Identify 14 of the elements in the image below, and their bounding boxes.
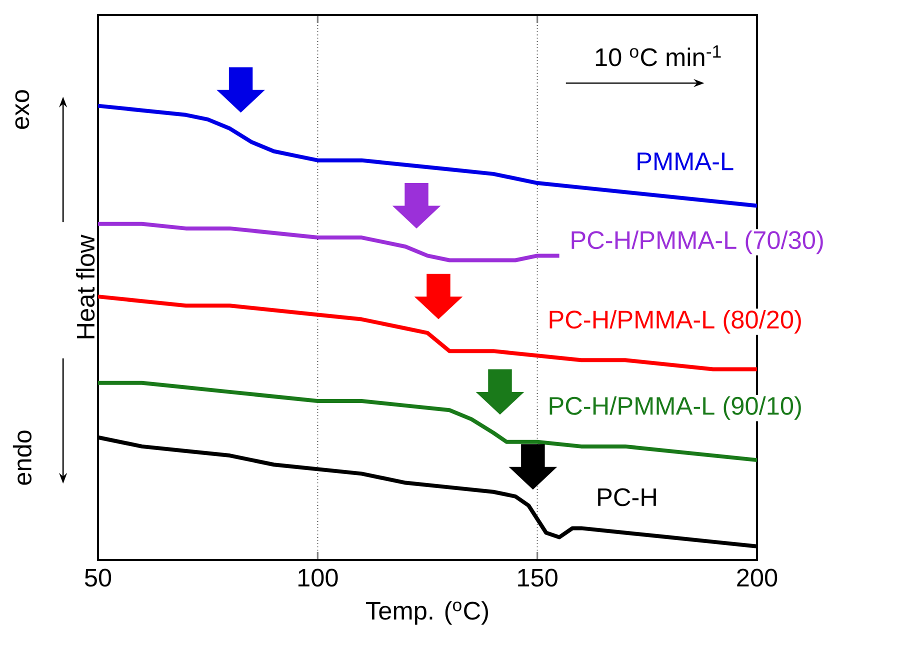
- text: endo: [12, 430, 32, 485]
- series-label: PMMA-L: [638, 152, 734, 170]
- x-tick-label: 150: [518, 568, 558, 587]
- x-tick-label: 50: [84, 568, 112, 587]
- text: 10 $^{o}$C min$^{-1}$: [596, 45, 721, 66]
- y-axis-title: Heat flow: [76, 234, 95, 338]
- x-tick-label: 200: [737, 568, 778, 587]
- text: exo: [15, 90, 30, 129]
- x-axis-title: Temp. ($^{o}$C): [366, 601, 488, 625]
- legend-label: PC-H/PMMA-L (90/10): [550, 396, 801, 420]
- series-label: PC-H/PMMA-L (70/30): [572, 230, 823, 254]
- x-tick-label: 100: [298, 568, 338, 587]
- series-label: PC-H: [598, 488, 656, 506]
- series-label: PC-H/PMMA-L (80/20): [550, 310, 801, 334]
